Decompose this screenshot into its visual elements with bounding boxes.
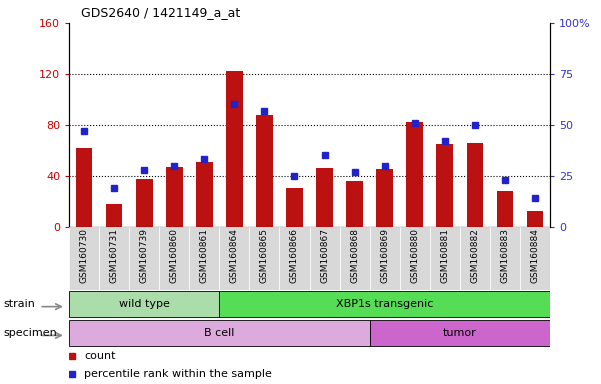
- Bar: [129, 227, 159, 290]
- Text: GDS2640 / 1421149_a_at: GDS2640 / 1421149_a_at: [81, 6, 240, 19]
- Bar: [69, 227, 99, 290]
- Bar: [249, 227, 279, 290]
- Text: count: count: [84, 351, 116, 361]
- Text: B cell: B cell: [204, 328, 234, 338]
- Bar: [526, 211, 543, 227]
- Bar: [76, 148, 93, 227]
- Text: GSM160869: GSM160869: [380, 228, 389, 283]
- Text: GSM160730: GSM160730: [80, 228, 88, 283]
- Bar: [256, 115, 273, 227]
- Text: wild type: wild type: [119, 299, 169, 310]
- Bar: [340, 227, 370, 290]
- Bar: [189, 227, 219, 290]
- Text: GSM160884: GSM160884: [531, 228, 539, 283]
- Bar: [436, 144, 453, 227]
- Bar: [370, 320, 550, 346]
- Text: GSM160881: GSM160881: [441, 228, 449, 283]
- Bar: [196, 162, 213, 227]
- Bar: [69, 320, 370, 346]
- Bar: [466, 142, 483, 227]
- Bar: [136, 179, 153, 227]
- Text: GSM160860: GSM160860: [170, 228, 178, 283]
- Text: GSM160731: GSM160731: [110, 228, 118, 283]
- Text: GSM160880: GSM160880: [410, 228, 419, 283]
- Bar: [370, 227, 400, 290]
- Bar: [219, 291, 550, 317]
- Bar: [286, 189, 303, 227]
- Text: XBP1s transgenic: XBP1s transgenic: [336, 299, 433, 310]
- Bar: [159, 227, 189, 290]
- Text: GSM160868: GSM160868: [350, 228, 359, 283]
- Text: GSM160866: GSM160866: [290, 228, 299, 283]
- Text: GSM160867: GSM160867: [320, 228, 329, 283]
- Text: strain: strain: [3, 299, 35, 310]
- Text: GSM160861: GSM160861: [200, 228, 209, 283]
- Bar: [226, 71, 243, 227]
- Text: percentile rank within the sample: percentile rank within the sample: [84, 369, 272, 379]
- Text: tumor: tumor: [443, 328, 477, 338]
- Bar: [99, 227, 129, 290]
- Bar: [520, 227, 550, 290]
- Bar: [346, 181, 363, 227]
- Bar: [496, 191, 513, 227]
- Bar: [400, 227, 430, 290]
- Bar: [106, 204, 123, 227]
- Bar: [376, 169, 393, 227]
- Bar: [490, 227, 520, 290]
- Text: GSM160865: GSM160865: [260, 228, 269, 283]
- Bar: [279, 227, 310, 290]
- Bar: [310, 227, 340, 290]
- Bar: [69, 291, 219, 317]
- Bar: [316, 168, 333, 227]
- Text: GSM160739: GSM160739: [140, 228, 148, 283]
- Text: GSM160882: GSM160882: [471, 228, 479, 283]
- Bar: [406, 122, 423, 227]
- Bar: [460, 227, 490, 290]
- Text: GSM160864: GSM160864: [230, 228, 239, 283]
- Text: GSM160883: GSM160883: [501, 228, 509, 283]
- Bar: [219, 227, 249, 290]
- Text: specimen: specimen: [3, 328, 56, 338]
- Bar: [430, 227, 460, 290]
- Bar: [166, 167, 183, 227]
